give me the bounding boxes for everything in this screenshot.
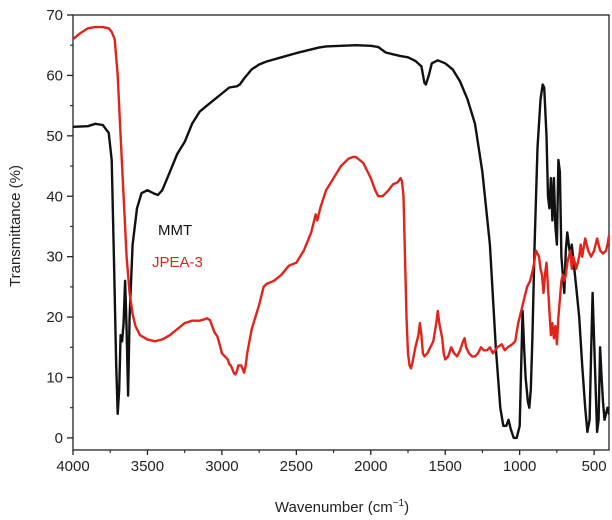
y-tick-label-20: 20 xyxy=(46,309,63,326)
x-tick-label-3000: 3000 xyxy=(205,458,238,475)
y-axis-label: Transmittance (%) xyxy=(7,165,24,287)
legend: MMT JPEA-3 xyxy=(152,222,203,271)
x-axis-label-main: Wavenumber (cm xyxy=(275,499,393,516)
x-tick-label-500: 500 xyxy=(582,458,607,475)
y-tick-label-40: 40 xyxy=(46,188,63,205)
y-tick-label-60: 60 xyxy=(46,67,63,84)
series-line-jpea-3 xyxy=(73,25,609,376)
axes xyxy=(72,14,610,451)
series-layer xyxy=(73,25,609,440)
x-tick-label-1500: 1500 xyxy=(429,458,462,475)
x-tick-label-2000: 2000 xyxy=(354,458,387,475)
y-tick-label-50: 50 xyxy=(46,128,63,145)
ticks: 4000 3500 3000 2500 2000 1500 1000 500 0 10 20 30 40… xyxy=(46,7,606,475)
axis-labels: Transmittance (%) Wavenumber (cm−1) xyxy=(7,165,409,516)
legend-label-jpea-3: JPEA-3 xyxy=(152,254,203,271)
y-tick-label-10: 10 xyxy=(46,370,63,387)
x-axis-label-close: ) xyxy=(404,499,409,516)
plot-frame xyxy=(72,14,610,451)
x-tick-label-2500: 2500 xyxy=(280,458,313,475)
x-tick-label-3500: 3500 xyxy=(131,458,164,475)
x-tick-label-4000: 4000 xyxy=(56,458,89,475)
x-tick-label-1000: 1000 xyxy=(503,458,536,475)
legend-label-mmt: MMT xyxy=(158,222,192,239)
y-tick-label-70: 70 xyxy=(46,7,63,24)
x-axis-label-superscript: −1 xyxy=(393,498,405,509)
y-tick-label-30: 30 xyxy=(46,249,63,266)
x-axis-label: Wavenumber (cm−1) xyxy=(275,498,409,516)
y-tick-label-0: 0 xyxy=(55,430,63,447)
series-line-mmt xyxy=(73,44,609,440)
